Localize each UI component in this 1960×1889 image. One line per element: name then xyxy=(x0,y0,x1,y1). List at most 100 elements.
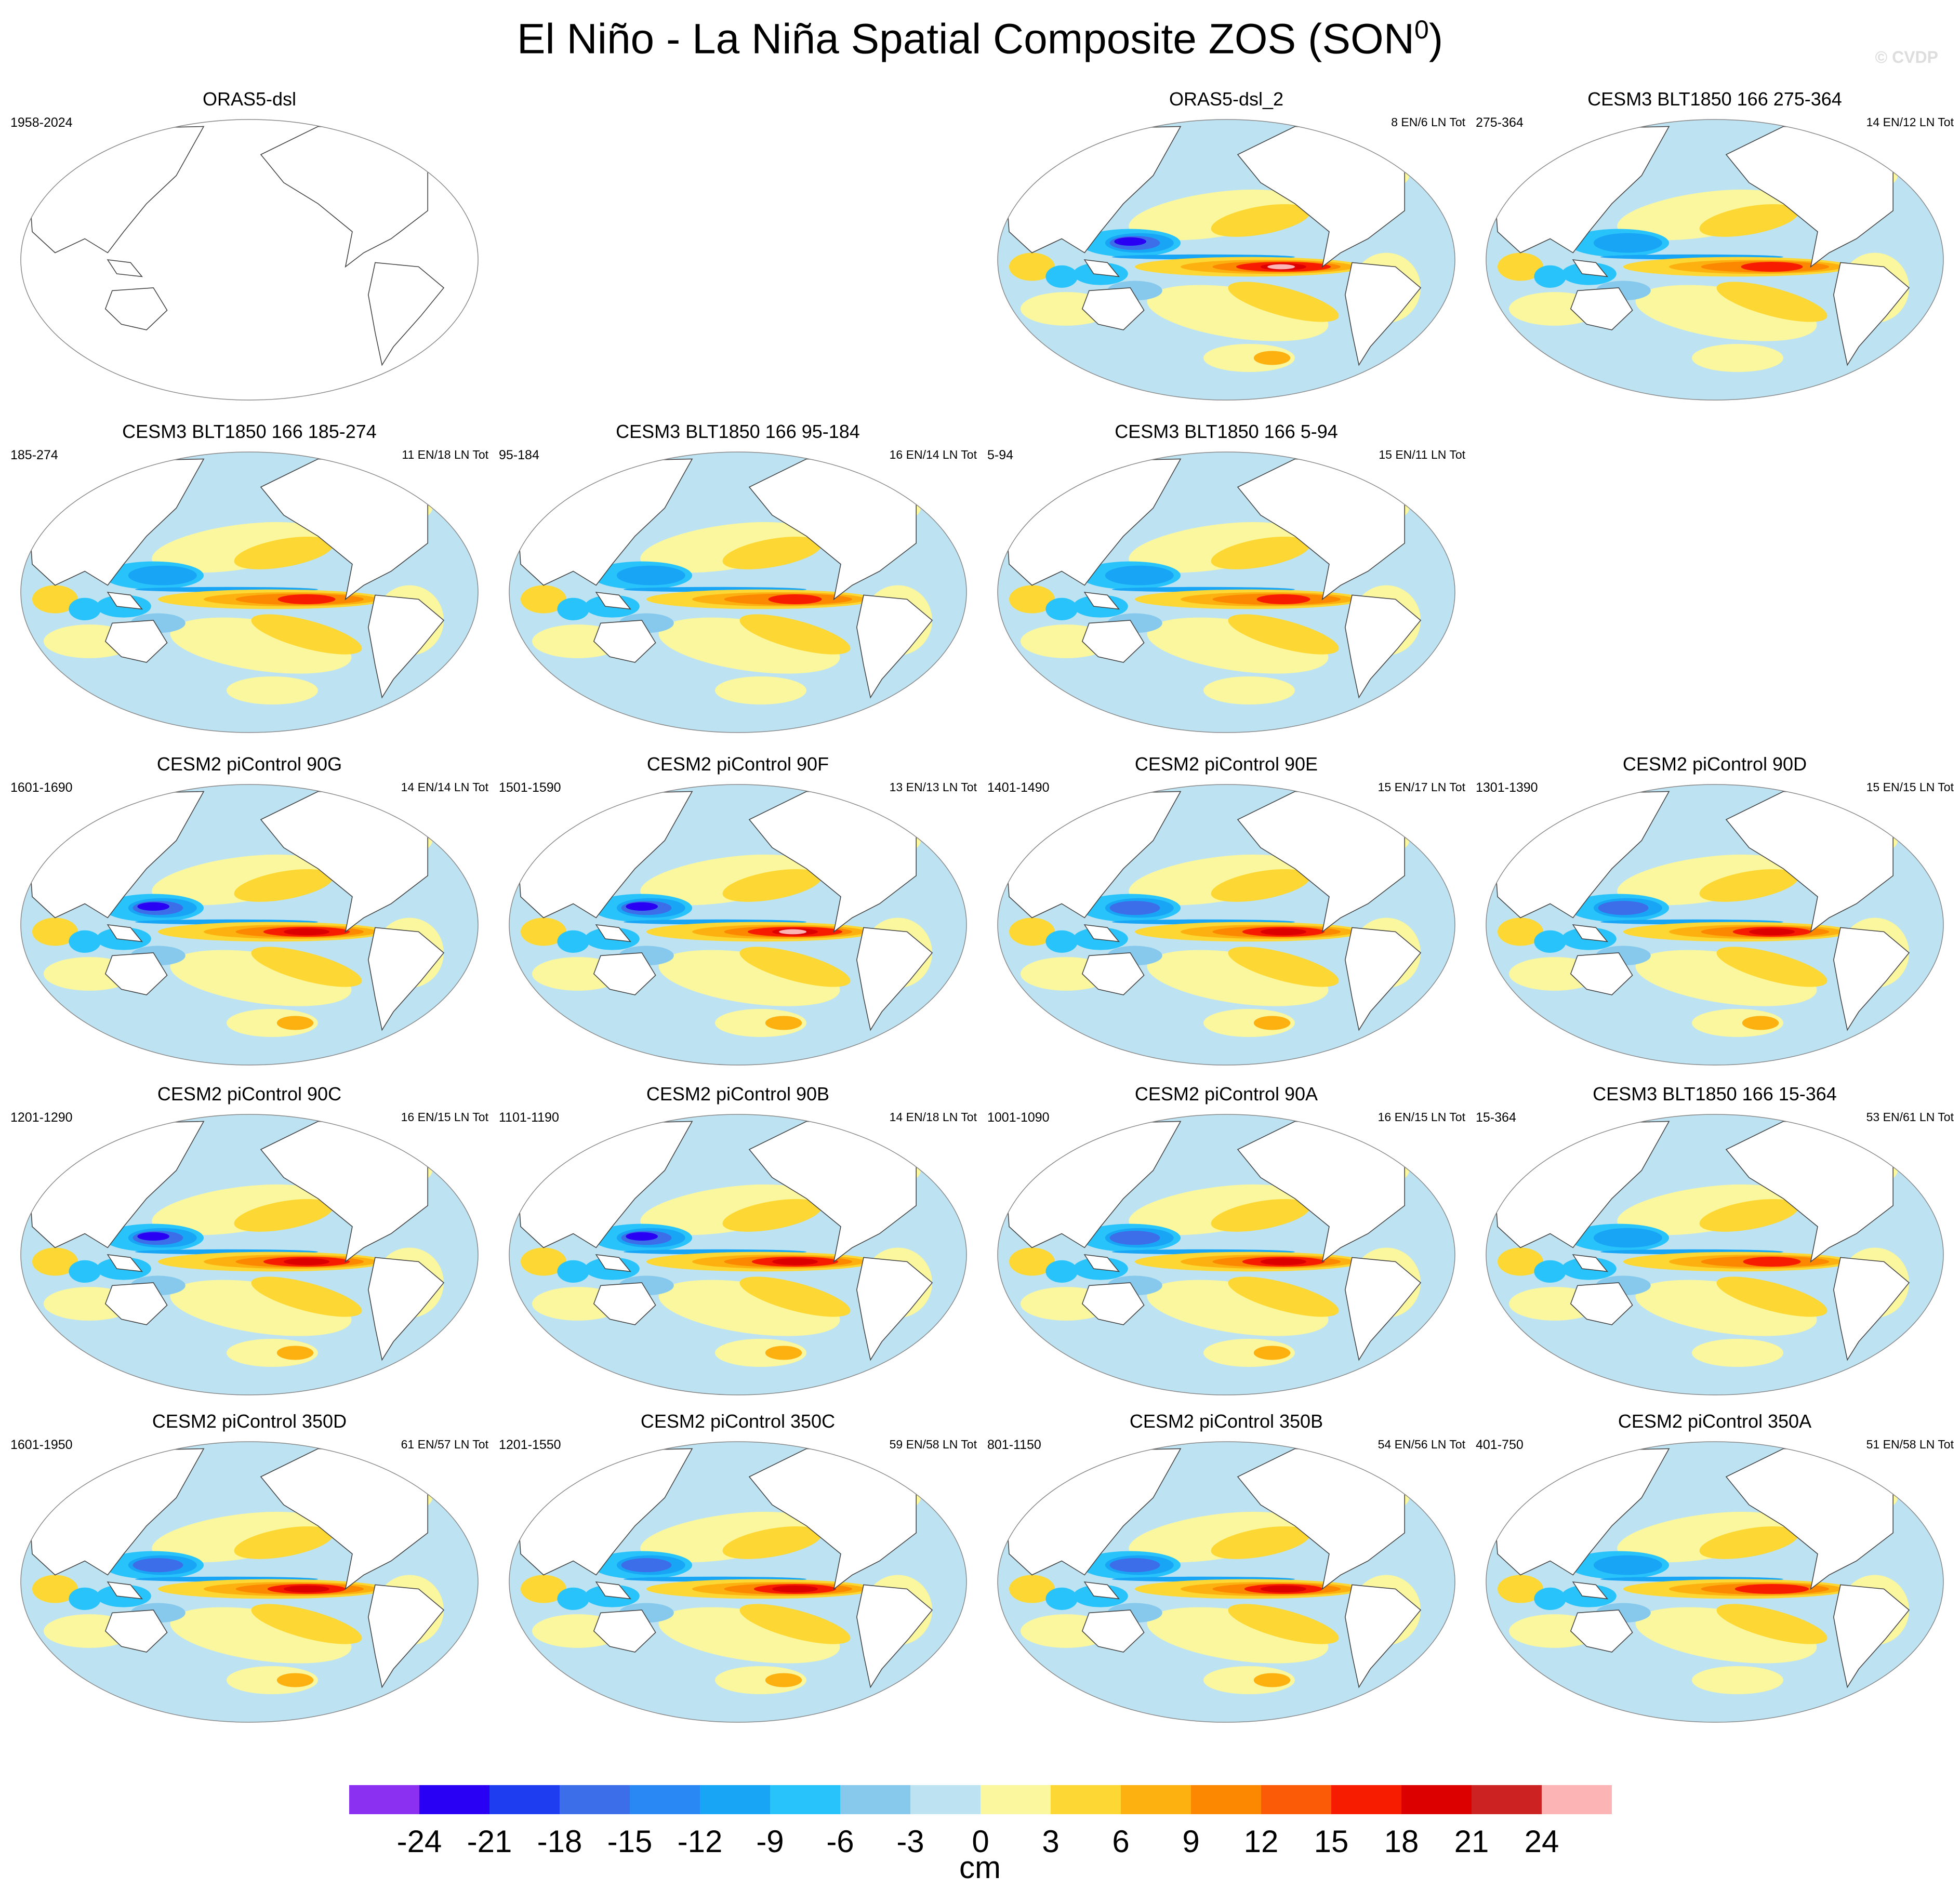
maritime-islands-land xyxy=(1083,591,1120,610)
colorbar-swatch xyxy=(349,1785,420,1814)
anomaly-region xyxy=(251,1276,362,1317)
anomaly-region xyxy=(739,1276,851,1317)
map-panel: ORAS5-dsl 1958-2024 xyxy=(10,88,488,405)
south-america-land xyxy=(856,1257,933,1361)
anomaly-region xyxy=(772,1258,818,1266)
anomaly-region xyxy=(722,536,822,569)
australia-land xyxy=(1081,1282,1145,1325)
panel-event-counts: 15 EN/11 LN Tot xyxy=(1379,448,1465,461)
maritime-islands-land xyxy=(1572,924,1609,942)
panel-event-counts: 16 EN/14 LN Tot xyxy=(889,448,977,461)
map-outline xyxy=(509,451,967,733)
anomaly-region xyxy=(739,1604,851,1644)
anomaly-region xyxy=(277,594,336,604)
anomaly-region xyxy=(1498,1575,1543,1603)
colorbar-swatch xyxy=(489,1785,560,1814)
anomaly-region xyxy=(1716,1604,1827,1644)
anomaly-region xyxy=(1534,930,1566,953)
panel-title: CESM3 BLT1850 166 15-364 xyxy=(1593,1083,1837,1105)
colorbar-tick-label: 3 xyxy=(1042,1824,1060,1859)
colorbar xyxy=(349,1785,1612,1814)
anomaly-region xyxy=(276,1016,314,1030)
anomaly-region xyxy=(1253,1673,1291,1687)
colorbar-tick-label: 24 xyxy=(1524,1824,1559,1859)
panel-event-counts: 15 EN/17 LN Tot xyxy=(1378,780,1465,794)
map-outline xyxy=(1486,784,1944,1066)
map-plot xyxy=(20,1441,479,1723)
panel-years: 1601-1950 xyxy=(10,1438,73,1452)
anomaly-region xyxy=(1228,282,1339,322)
anomaly-region xyxy=(1045,597,1078,620)
panel-title: CESM2 piControl 90A xyxy=(1134,1083,1318,1105)
maritime-islands-land xyxy=(1083,924,1120,942)
south-america-land xyxy=(367,594,445,699)
anomaly-region xyxy=(521,585,566,614)
south-america-land xyxy=(856,594,933,699)
map-panel: ORAS5-dsl_2 8 EN/6 LN Tot xyxy=(987,88,1465,405)
panel-event-counts: 14 EN/14 LN Tot xyxy=(401,780,488,794)
anomaly-region xyxy=(1498,917,1543,946)
field-layer xyxy=(998,1442,1455,1722)
anomaly-region xyxy=(1734,1584,1809,1594)
map-plot xyxy=(509,784,967,1066)
anomaly-region xyxy=(1593,1228,1662,1248)
panel-years: 401-750 xyxy=(1476,1438,1524,1452)
anomaly-region xyxy=(621,1558,672,1573)
south-america-land xyxy=(856,1584,933,1688)
anomaly-region xyxy=(1692,344,1783,372)
field-layer xyxy=(1486,1442,1943,1722)
south-america-land xyxy=(1344,594,1422,699)
australia-land xyxy=(104,952,168,995)
anomaly-region xyxy=(626,902,658,911)
anomaly-region xyxy=(1261,1585,1306,1593)
panel-years: 1001-1090 xyxy=(987,1110,1050,1125)
colorbar-tick-label: 21 xyxy=(1454,1824,1489,1859)
maritime-islands-land xyxy=(595,1581,632,1600)
colorbar-tick-label: 18 xyxy=(1384,1824,1419,1859)
map-outline xyxy=(997,784,1455,1066)
anomaly-region xyxy=(616,565,685,586)
map-outline xyxy=(997,1114,1455,1395)
australia-land xyxy=(1570,1609,1633,1653)
colorbar-swatch xyxy=(560,1785,630,1814)
maritime-islands-land xyxy=(1083,1581,1120,1600)
anomaly-region xyxy=(1253,1016,1291,1030)
panel-event-counts: 54 EN/56 LN Tot xyxy=(1378,1438,1465,1451)
anomaly-region xyxy=(1211,204,1310,237)
map-plot xyxy=(20,784,479,1066)
colorbar-tick-label: 9 xyxy=(1182,1824,1200,1859)
field-layer xyxy=(509,784,966,1065)
panel-title: ORAS5-dsl_2 xyxy=(1169,88,1284,110)
anomaly-region xyxy=(1742,1016,1779,1030)
south-america-land xyxy=(1833,262,1910,366)
anomaly-region xyxy=(1741,262,1803,272)
map-outline xyxy=(509,1441,967,1723)
anomaly-region xyxy=(1534,265,1566,288)
south-america-land xyxy=(367,927,445,1031)
colorbar-tick-label: 0 xyxy=(972,1824,989,1859)
colorbar-swatch xyxy=(1331,1785,1402,1814)
map-plot xyxy=(509,1441,967,1723)
anomaly-region xyxy=(1045,930,1078,953)
anomaly-region xyxy=(234,1526,334,1559)
greenland-land xyxy=(432,122,463,159)
map-outline xyxy=(20,1114,479,1395)
greenland-land xyxy=(1897,122,1928,159)
title-superscript: 0 xyxy=(1414,15,1429,44)
map-plot xyxy=(20,119,479,401)
map-outline xyxy=(20,1441,479,1723)
anomaly-region xyxy=(1261,1258,1306,1266)
figure-title: El Niño - La Niña Spatial Composite ZOS … xyxy=(0,15,1960,63)
south-america-land xyxy=(1344,927,1422,1031)
greenland-land xyxy=(1409,1444,1440,1482)
anomaly-region xyxy=(1716,1276,1827,1317)
colorbar-swatch xyxy=(840,1785,911,1814)
anomaly-region xyxy=(521,917,566,946)
anomaly-region xyxy=(1009,1247,1055,1276)
field-layer xyxy=(21,1442,478,1722)
panel-title: CESM2 piControl 350B xyxy=(1129,1411,1323,1432)
colorbar-swatch xyxy=(1121,1785,1191,1814)
australia-land xyxy=(104,1609,168,1653)
colorbar-tick-label: -18 xyxy=(537,1824,582,1859)
anomaly-region xyxy=(69,597,101,620)
